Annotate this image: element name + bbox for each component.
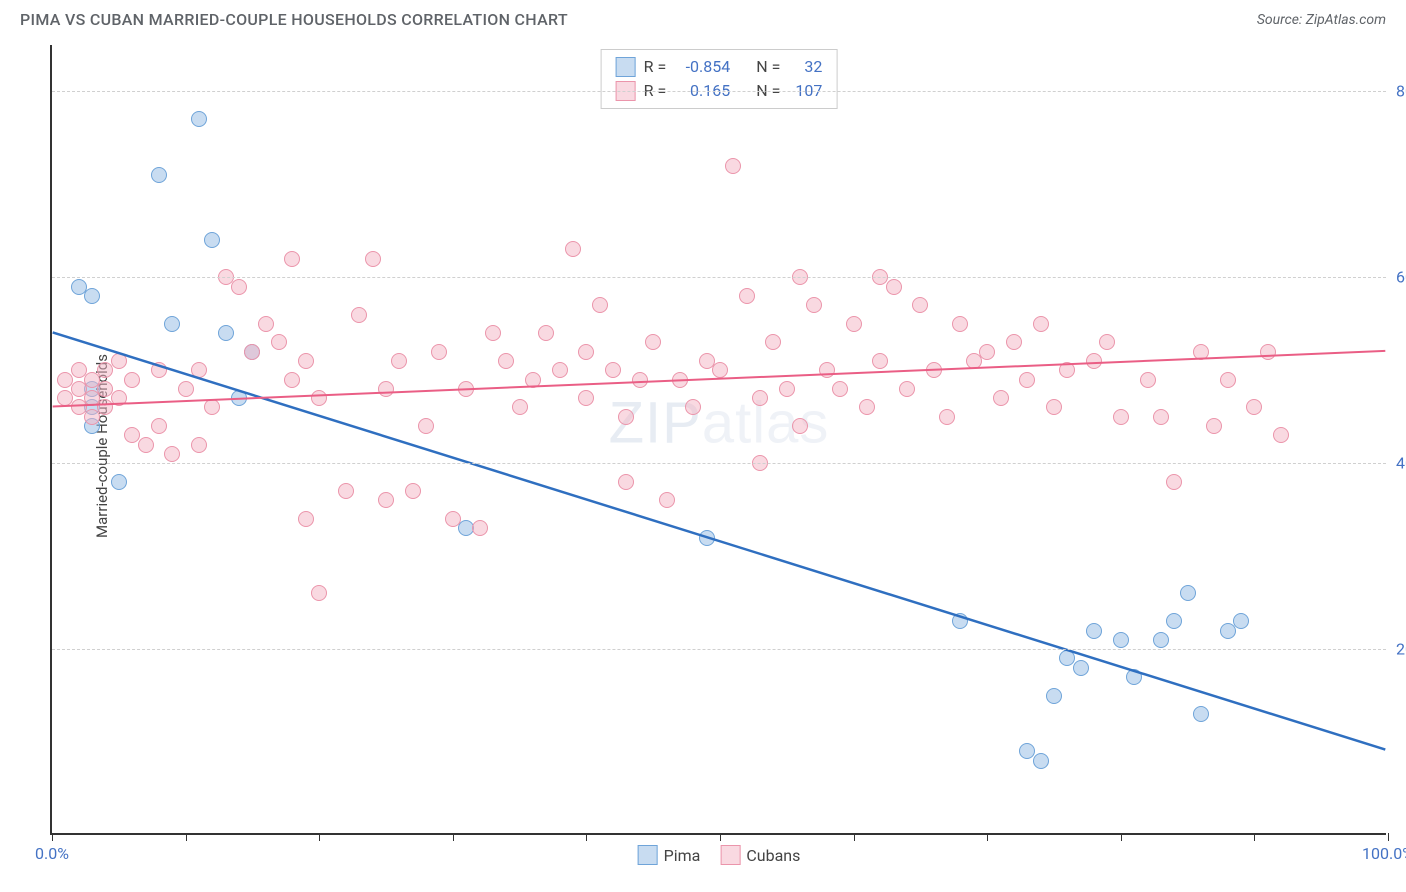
trend-lines (52, 45, 1386, 833)
chart-area: ZIPatlas R = -0.854 N = 32 R = 0.165 N =… (50, 45, 1386, 835)
r-label: R = (644, 55, 667, 79)
x-tick (987, 833, 988, 841)
x-tick-label: 100.0% (1362, 844, 1406, 863)
y-tick-label: 20.0% (1396, 640, 1406, 659)
y-tick-label: 40.0% (1396, 454, 1406, 473)
x-tick (1388, 833, 1389, 841)
x-tick (453, 833, 454, 841)
legend-item-cubans: Cubans (720, 845, 800, 865)
r-value-pima: -0.854 (674, 55, 730, 79)
correlation-legend: R = -0.854 N = 32 R = 0.165 N = 107 (601, 49, 838, 109)
y-tick-label: 60.0% (1396, 268, 1406, 287)
gridline (52, 463, 1386, 464)
gridline (52, 649, 1386, 650)
x-tick (319, 833, 320, 841)
x-tick (1254, 833, 1255, 841)
pima-swatch-icon (616, 57, 636, 77)
trend-line-pima (53, 332, 1386, 749)
legend-label: Cubans (746, 846, 800, 865)
legend-row-pima: R = -0.854 N = 32 (616, 55, 823, 79)
x-tick (1121, 833, 1122, 841)
pima-swatch-icon (638, 845, 658, 865)
cubans-swatch-icon (720, 845, 740, 865)
x-tick (720, 833, 721, 841)
x-tick (186, 833, 187, 841)
gridline (52, 277, 1386, 278)
x-tick (586, 833, 587, 841)
legend-item-pima: Pima (638, 845, 701, 865)
source-attribution: Source: ZipAtlas.com (1257, 12, 1386, 28)
n-value-pima: 32 (788, 55, 822, 79)
chart-title: PIMA VS CUBAN MARRIED-COUPLE HOUSEHOLDS … (20, 10, 568, 29)
x-tick-label: 0.0% (35, 844, 69, 863)
series-legend: Pima Cubans (638, 845, 801, 865)
x-tick (52, 833, 53, 841)
gridline (52, 91, 1386, 92)
trend-line-cubans (53, 351, 1386, 407)
x-tick (854, 833, 855, 841)
y-tick-label: 80.0% (1396, 82, 1406, 101)
n-label: N = (756, 55, 780, 79)
legend-label: Pima (664, 846, 701, 865)
